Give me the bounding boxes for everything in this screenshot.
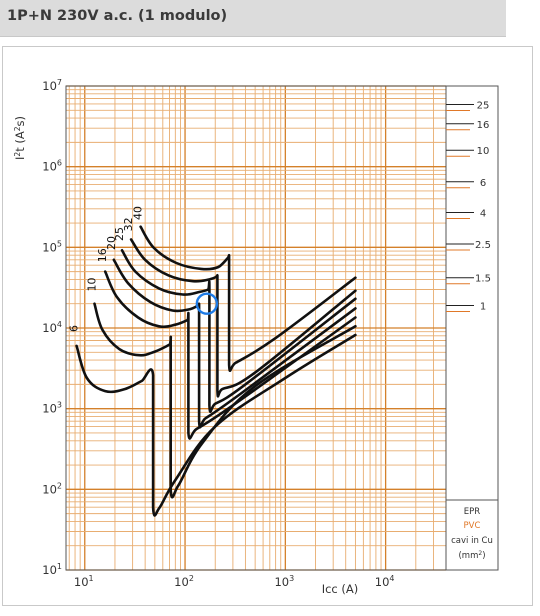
curve-label-32: 32 <box>122 217 135 231</box>
y-tick-label: 103 <box>42 401 62 416</box>
cable-mark-label: 2.5 <box>475 240 491 251</box>
y-axis: I2t (A2s) 101 102 103 104 105 106 107 <box>13 78 62 577</box>
x-tick-label: 104 <box>375 574 395 589</box>
y-tick-label: 104 <box>42 320 62 335</box>
cable-mark-label: 16 <box>477 120 490 131</box>
cable-mark-label: 1 <box>480 302 486 313</box>
curve-label-10: 10 <box>85 278 98 292</box>
curve-6 <box>75 333 357 517</box>
x-tick-label: 102 <box>174 574 194 589</box>
curve-25 <box>120 249 357 413</box>
curve-label-25: 25 <box>113 227 126 241</box>
x-axis-label: Icc (A) <box>322 582 359 596</box>
curve-20 <box>112 258 357 429</box>
cable-mark-label: 1.5 <box>475 274 491 285</box>
y-tick-label: 106 <box>42 159 62 174</box>
y-tick-label: 102 <box>42 481 62 496</box>
curve-40 <box>139 225 357 372</box>
cable-mark-label: 10 <box>477 146 490 157</box>
legend-pvc: PVC <box>464 521 481 531</box>
x-tick-label: 101 <box>74 574 94 589</box>
cable-scale: 25 16 10 6 4 2.5 1.5 1 EPR PVC cavi in Cu (mm2) <box>445 85 499 571</box>
cable-mark-label: 25 <box>477 100 490 111</box>
x-tick-label: 103 <box>274 574 294 589</box>
grid <box>66 85 447 571</box>
curve-label-6: 6 <box>68 325 81 332</box>
cable-scale-marks: 25 16 10 6 4 2.5 1.5 1 <box>446 100 491 313</box>
highlight-circle <box>195 292 219 315</box>
curve-16 <box>103 270 357 440</box>
legend-unit: (mm2) <box>458 550 485 561</box>
cable-mark-label: 6 <box>480 178 486 189</box>
y-tick-label: 105 <box>42 239 62 254</box>
y-axis-label: I2t (A2s) <box>13 116 27 160</box>
curve-10 <box>93 302 357 499</box>
chart-frame <box>2 46 533 606</box>
y-tick-label: 101 <box>42 562 62 577</box>
cable-scale-panel <box>445 85 499 571</box>
curve-label-20: 20 <box>105 236 118 250</box>
page-title: 1P+N 230V a.c. (1 modulo) <box>7 8 228 24</box>
title-bar: 1P+N 230V a.c. (1 modulo) <box>0 0 506 37</box>
annotations <box>195 292 219 315</box>
curve-label-40: 40 <box>132 206 145 220</box>
cable-mark-label: 4 <box>480 209 486 220</box>
legend-cable: cavi in Cu <box>451 536 493 546</box>
curve-32 <box>129 238 357 398</box>
y-tick-label: 107 <box>42 78 62 93</box>
legend-epr: EPR <box>464 507 480 517</box>
curve-label-16: 16 <box>96 248 109 262</box>
x-axis: Icc (A) 101 102 103 104 <box>74 574 395 596</box>
